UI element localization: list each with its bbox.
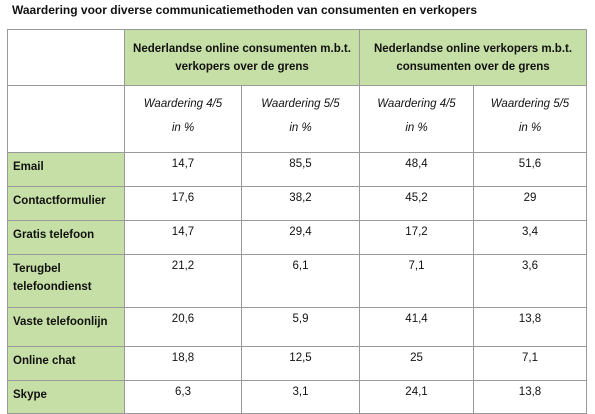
value-cell: 3,1 — [241, 380, 360, 414]
value-cell: 29,4 — [241, 220, 360, 255]
subheader-cell: Waardering 4/5 in % — [359, 85, 474, 153]
value-cell: 41,4 — [359, 307, 474, 347]
subheader-unit: in % — [518, 122, 542, 134]
row-label: Skype — [7, 380, 125, 414]
value-cell: 13,8 — [473, 307, 587, 347]
value-cell: 17,2 — [359, 220, 474, 255]
table-row: Online chat 18,8 12,5 25 7,1 — [7, 346, 587, 381]
value-cell: 38,2 — [241, 186, 360, 221]
corner-cell — [7, 85, 125, 153]
header-row: Nederlandse online consumenten m.b.t. ve… — [7, 29, 587, 86]
row-label: Contactformulier — [7, 186, 125, 221]
table-title: Waardering voor diverse communicatiemeth… — [12, 3, 478, 17]
value-cell: 14,7 — [124, 220, 242, 255]
value-cell: 17,6 — [124, 186, 242, 221]
subheader-cell: Waardering 4/5 in % — [124, 85, 242, 153]
subheader-cell: Waardering 5/5 in % — [473, 85, 587, 153]
value-cell: 3,4 — [473, 220, 587, 255]
table-row: Contactformulier 17,6 38,2 45,2 29 — [7, 186, 587, 221]
value-cell: 14,7 — [124, 152, 242, 187]
subheader-row: Waardering 4/5 in % Waardering 5/5 in % Wa… — [7, 85, 587, 153]
value-cell: 7,1 — [359, 254, 474, 308]
row-label: Gratis telefoon — [7, 220, 125, 255]
subheader-cell: Waardering 5/5 in % — [241, 85, 360, 153]
table-row: Gratis telefoon 14,7 29,4 17,2 3,4 — [7, 220, 587, 255]
value-cell: 29 — [473, 186, 587, 221]
row-label: Email — [7, 152, 125, 187]
value-cell: 3,6 — [473, 254, 587, 308]
subheader-label: Waardering 5/5 — [490, 98, 570, 110]
value-cell: 51,6 — [473, 152, 587, 187]
table-row: Skype 6,3 3,1 24,1 13,8 — [7, 380, 587, 414]
value-cell: 24,1 — [359, 380, 474, 414]
value-cell: 13,8 — [473, 380, 587, 414]
value-cell: 85,5 — [241, 152, 360, 187]
column-group-header: Nederlandse online verkopers m.b.t. cons… — [359, 29, 587, 86]
value-cell: 48,4 — [359, 152, 474, 187]
table-row: Vaste telefoonlijn 20,6 5,9 41,4 13,8 — [7, 307, 587, 347]
subheader-label: Waardering 4/5 — [143, 98, 223, 110]
table-row: Terugbel telefoondienst 21,2 6,1 7,1 3,6 — [7, 254, 587, 308]
value-cell: 18,8 — [124, 346, 242, 381]
subheader-label: Waardering 5/5 — [261, 98, 340, 110]
column-group-header: Nederlandse online consumenten m.b.t. ve… — [124, 29, 360, 86]
value-cell: 20,6 — [124, 307, 242, 347]
subheader-unit: in % — [171, 122, 195, 134]
value-cell: 6,1 — [241, 254, 360, 308]
value-cell: 7,1 — [473, 346, 587, 381]
value-cell: 6,3 — [124, 380, 242, 414]
row-label: Online chat — [7, 346, 125, 381]
subheader-label: Waardering 4/5 — [377, 98, 456, 110]
value-cell: 25 — [359, 346, 474, 381]
subheader-unit: in % — [405, 122, 428, 134]
table-row: Email 14,7 85,5 48,4 51,6 — [7, 152, 587, 187]
corner-cell — [7, 29, 125, 86]
row-label: Terugbel telefoondienst — [7, 254, 125, 308]
row-label: Vaste telefoonlijn — [7, 307, 125, 347]
subheader-unit: in % — [289, 122, 312, 134]
value-cell: 21,2 — [124, 254, 242, 308]
value-cell: 5,9 — [241, 307, 360, 347]
value-cell: 45,2 — [359, 186, 474, 221]
data-table: Nederlandse online consumenten m.b.t. ve… — [7, 29, 587, 414]
value-cell: 12,5 — [241, 346, 360, 381]
